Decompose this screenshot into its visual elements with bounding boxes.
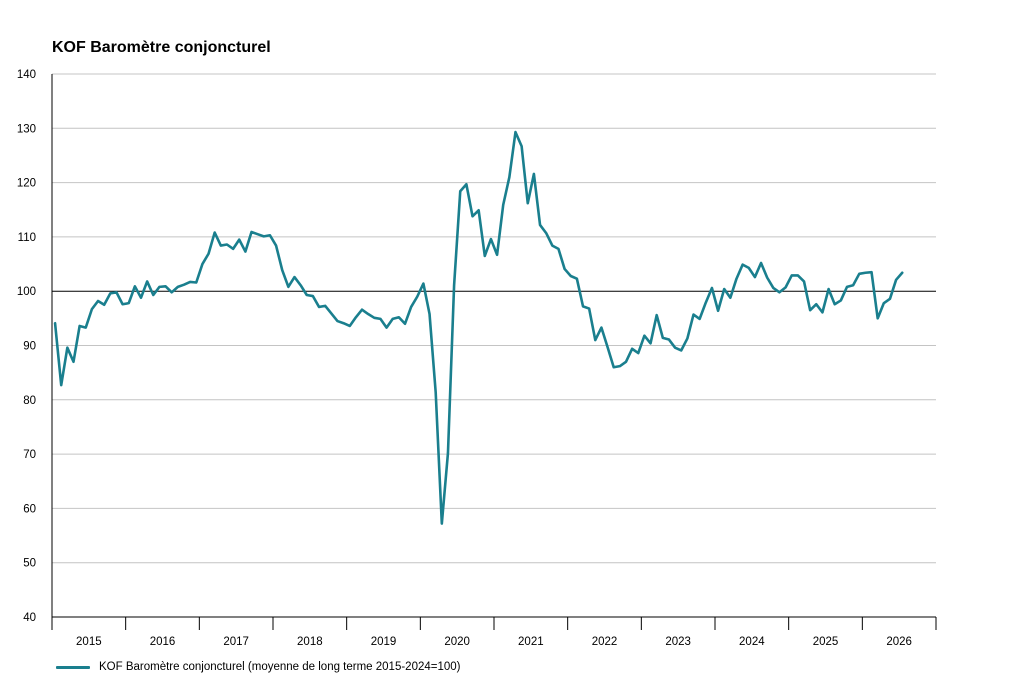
chart-title: KOF Baromètre conjoncturel [52, 39, 271, 56]
x-tick-label-2015: 2015 [76, 636, 102, 648]
x-tick-label-2024: 2024 [739, 636, 765, 648]
y-tick-label-100: 100 [17, 286, 36, 298]
legend-swatch [56, 665, 90, 669]
x-tick-label-2021: 2021 [518, 636, 544, 648]
y-tick-label-140: 140 [17, 69, 36, 81]
y-tick-labels: 40 50 60 70 80 90 100 110 120 130 140 [17, 69, 36, 624]
series-layer [53, 130, 904, 525]
x-tick-label-2025: 2025 [813, 636, 839, 648]
y-tick-label-110: 110 [18, 232, 36, 244]
x-tick-label-2018: 2018 [297, 636, 323, 648]
y-tick-label-90: 90 [23, 341, 36, 353]
x-tick-label-2020: 2020 [444, 636, 470, 648]
x-tick-label-2023: 2023 [665, 636, 691, 648]
y-tick-label-80: 80 [23, 395, 36, 407]
x-tick-labels: 2015 2016 2017 2018 2019 2020 2021 2022 2023 2024… [76, 636, 912, 648]
x-tick-label-2017: 2017 [223, 636, 249, 648]
legend-label: KOF Baromètre conjoncturel (moyenne de l… [99, 661, 461, 673]
series-line-kof-barometre [53, 130, 904, 525]
gridlines [52, 73, 936, 564]
y-tick-label-60: 60 [23, 503, 36, 515]
x-tick-label-2022: 2022 [592, 636, 618, 648]
axes [51, 74, 937, 630]
x-tick-label-2019: 2019 [371, 636, 397, 648]
x-tick-label-2026: 2026 [886, 636, 912, 648]
x-tick-label-2016: 2016 [150, 636, 176, 648]
y-tick-label-70: 70 [23, 449, 36, 461]
y-tick-label-130: 130 [17, 123, 36, 135]
y-tick-label-50: 50 [23, 558, 36, 570]
legend: KOF Baromètre conjoncturel (moyenne de l… [56, 659, 461, 675]
y-tick-label-120: 120 [17, 178, 36, 190]
y-tick-label-40: 40 [23, 612, 36, 624]
